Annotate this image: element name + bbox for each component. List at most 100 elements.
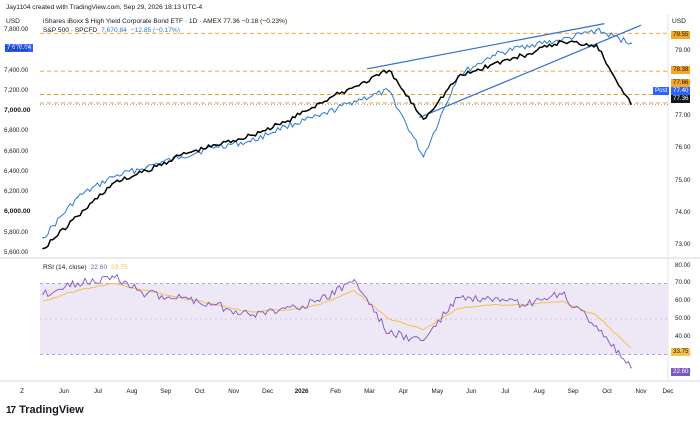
- rsi-point-7: [284, 307, 286, 310]
- x-axis-label-5: Oct: [194, 388, 205, 395]
- x-axis-label-10: Mar: [364, 388, 375, 395]
- spx-point-14: [526, 44, 529, 47]
- spx-point-17: [630, 42, 632, 44]
- series2-name: S&P 500 · SPCFD: [43, 27, 98, 34]
- spx-series-line: [42, 27, 632, 239]
- wedge-lower-line: [419, 24, 642, 119]
- rsi-point-13: [491, 300, 494, 302]
- x-axis-label-7: Dec: [262, 388, 274, 395]
- right_axis_ticks-6: 73.00: [675, 241, 691, 249]
- left_axis_ticks-11: 5,600.00: [4, 248, 29, 256]
- rsi-point-8: [319, 300, 321, 302]
- rsi-value-2: 33.75: [111, 264, 128, 271]
- hyg-point-17: [630, 103, 632, 105]
- spx-point-10: [388, 90, 390, 92]
- rsi-point-17: [630, 367, 632, 369]
- x-axis-label-17: Oct: [602, 388, 612, 395]
- hyg-point-3: [145, 170, 148, 172]
- spx-point-4: [180, 155, 183, 158]
- rsi_axis_ticks-3: 50.00: [675, 315, 691, 322]
- x-axis-label-6: Nov: [228, 388, 240, 395]
- hyg-point-5: [215, 144, 217, 146]
- x-axis-label-2: Jul: [93, 388, 102, 395]
- x-axis-label-18: Nov: [635, 388, 647, 395]
- left_axis_ticks-0: 7,800.00: [4, 26, 29, 34]
- x-axis-label-3: Aug: [126, 388, 138, 395]
- rsi-point-14: [526, 304, 528, 306]
- rsi-point-10: [388, 332, 390, 334]
- tradingview-wordmark: TradingView: [19, 404, 84, 416]
- left_axis_ticks-8: 6,200.00: [4, 188, 29, 196]
- left-currency: USD: [6, 18, 20, 25]
- right-currency: USD: [672, 18, 686, 25]
- hyg-point-9: [353, 85, 356, 88]
- spx-point-3: [145, 166, 148, 168]
- spx-point-5: [215, 145, 217, 148]
- left_axis_ticks-5: 6,800.00: [4, 127, 29, 135]
- hyg-point-16: [595, 43, 598, 46]
- rsi_axis_ticks-0: 80.00: [675, 261, 691, 269]
- tradingview-mark: 17: [6, 404, 16, 416]
- hyg-point-12: [457, 76, 459, 78]
- left_axis_ticks-7: 6,400.00: [4, 167, 29, 175]
- level-badge-3: 77.66: [671, 79, 691, 87]
- spx-point-11: [422, 155, 425, 158]
- wedge-upper-line: [366, 23, 605, 70]
- rsi-point-3: [146, 293, 148, 295]
- last-price-badge: 77.36: [671, 95, 691, 103]
- spx-point-16: [595, 29, 598, 31]
- rsi-point-15: [561, 293, 563, 295]
- spx-point-12: [457, 74, 459, 77]
- right_axis_ticks-3: 76.00: [675, 144, 691, 152]
- left_axis_ticks-6: 6,600.00: [4, 147, 29, 155]
- level-badge-2: 78.38: [671, 66, 691, 74]
- hyg-point-8: [318, 102, 321, 104]
- x-axis-label-13: Jun: [466, 388, 477, 395]
- right_axis_ticks-2: 77.00: [675, 111, 691, 119]
- spx-point-9: [353, 100, 356, 102]
- left_axis_ticks-1: 7,600.00: [4, 46, 29, 54]
- hyg-point-4: [180, 153, 183, 156]
- x-axis-label-15: Aug: [533, 388, 545, 395]
- rsi-point-6: [249, 314, 252, 317]
- rsi-badge-1: 33.75: [671, 348, 691, 356]
- series2-value: 7,670.84: [101, 27, 127, 34]
- hyg-point-7: [284, 121, 286, 124]
- series2-change: −12.85 (−0.17%): [130, 27, 180, 34]
- x-axis-label-4: Sep: [160, 388, 172, 395]
- rsi-point-5: [215, 304, 217, 306]
- hyg-series-line: [42, 39, 632, 250]
- rsi_axis_ticks-4: 40.00: [675, 332, 691, 340]
- level-badge-1: 79.55: [671, 31, 691, 39]
- rsi-legend[interactable]: RSI (14, close) 22.60 33.75: [43, 264, 128, 271]
- series2-legend[interactable]: S&P 500 · SPCFD 7,670.84 −12.85 (−0.17%): [43, 27, 180, 34]
- x-axis-label-0: Z: [20, 388, 24, 395]
- series1-legend[interactable]: iShares iBoxx $ High Yield Corporate Bon…: [43, 18, 288, 25]
- left_axis_ticks-4: 7,000.00: [4, 107, 31, 115]
- hyg-point-11: [422, 118, 425, 120]
- left-price-badge: 7,670.84: [5, 44, 34, 52]
- rsi_axis_ticks-2: 60.00: [675, 297, 691, 305]
- x-axis-label-8: 2026: [294, 388, 309, 395]
- rsi-point-12: [457, 296, 459, 299]
- spx-point-15: [561, 39, 563, 42]
- rsi-point-2: [111, 275, 113, 277]
- author-line: Jay1104 created with TradingView.com, Se…: [6, 4, 203, 11]
- left_axis_ticks-9: 6,000.00: [4, 208, 31, 216]
- x-axis-label-11: Apr: [398, 388, 409, 395]
- x-axis-label-9: Feb: [330, 388, 341, 395]
- hyg-point-2: [111, 183, 113, 185]
- rsi-band: [40, 283, 668, 355]
- rsi-label: RSI (14, close): [43, 264, 87, 271]
- hyg-point-13: [491, 63, 494, 65]
- rsi-point-9: [353, 279, 355, 281]
- spx-point-1: [76, 196, 79, 199]
- spx-point-13: [491, 54, 494, 57]
- spx-point-2: [111, 176, 113, 178]
- hyg-point-14: [526, 53, 529, 56]
- post-label-badge: Post: [653, 87, 670, 95]
- left_axis_ticks-10: 5,800.00: [4, 228, 29, 236]
- rsi-point-11: [422, 339, 425, 342]
